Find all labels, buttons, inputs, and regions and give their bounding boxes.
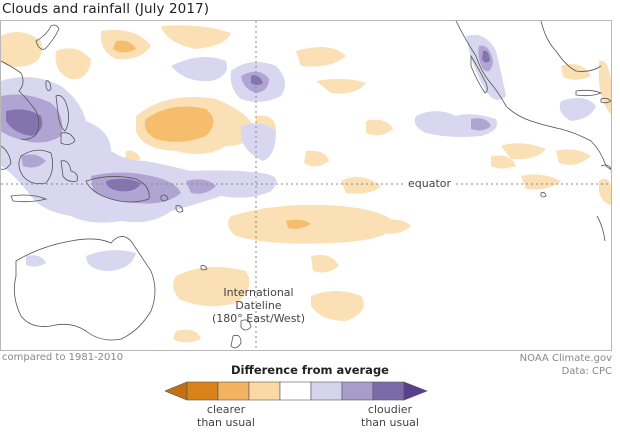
legend-label-cloudier: cloudier than usual [355,403,425,429]
clearer-anomaly-cores [113,40,311,229]
dateline-label: International Dateline (180° East/West) [206,286,311,325]
source-credit-data: Data: CPC [561,366,612,377]
dateline-label-line2: Dateline [235,299,282,312]
legend-label-clearer: clearer than usual [196,403,256,429]
equator-label: equator [405,177,455,190]
legend-label-cloudier-1: cloudier [367,403,413,416]
legend-swatch-3 [248,381,281,401]
legend-label-clearer-2: than usual [197,416,255,429]
legend-swatch-4 [279,381,312,401]
legend-label-cloudier-2: than usual [361,416,419,429]
cloudier-anomaly-cores [6,50,490,192]
source-credit-org: NOAA Climate.gov [519,353,612,364]
map-title: Clouds and rainfall (July 2017) [2,1,210,17]
legend-arrow-cloudier [403,381,428,401]
baseline-note: compared to 1981-2010 [2,352,124,363]
legend-arrow-clearer [165,381,188,401]
legend-swatch-6 [341,381,374,401]
legend-swatch-7 [372,381,405,401]
legend-title: Difference from average [231,363,389,377]
color-legend [165,381,428,401]
legend-swatch-5 [310,381,343,401]
legend-swatches [186,381,405,401]
source-credit: NOAA Climate.gov Data: CPC [520,352,612,378]
legend-swatch-2 [217,381,250,401]
dateline-label-line3: (180° East/West) [211,312,306,325]
anomaly-map: equator International Dateline (180° Eas… [0,20,612,351]
coastlines [1,21,611,349]
map-canvas [1,21,611,350]
dateline-label-line1: International [223,286,294,299]
legend-swatch-1 [186,381,219,401]
legend-label-clearer-1: clearer [206,403,246,416]
